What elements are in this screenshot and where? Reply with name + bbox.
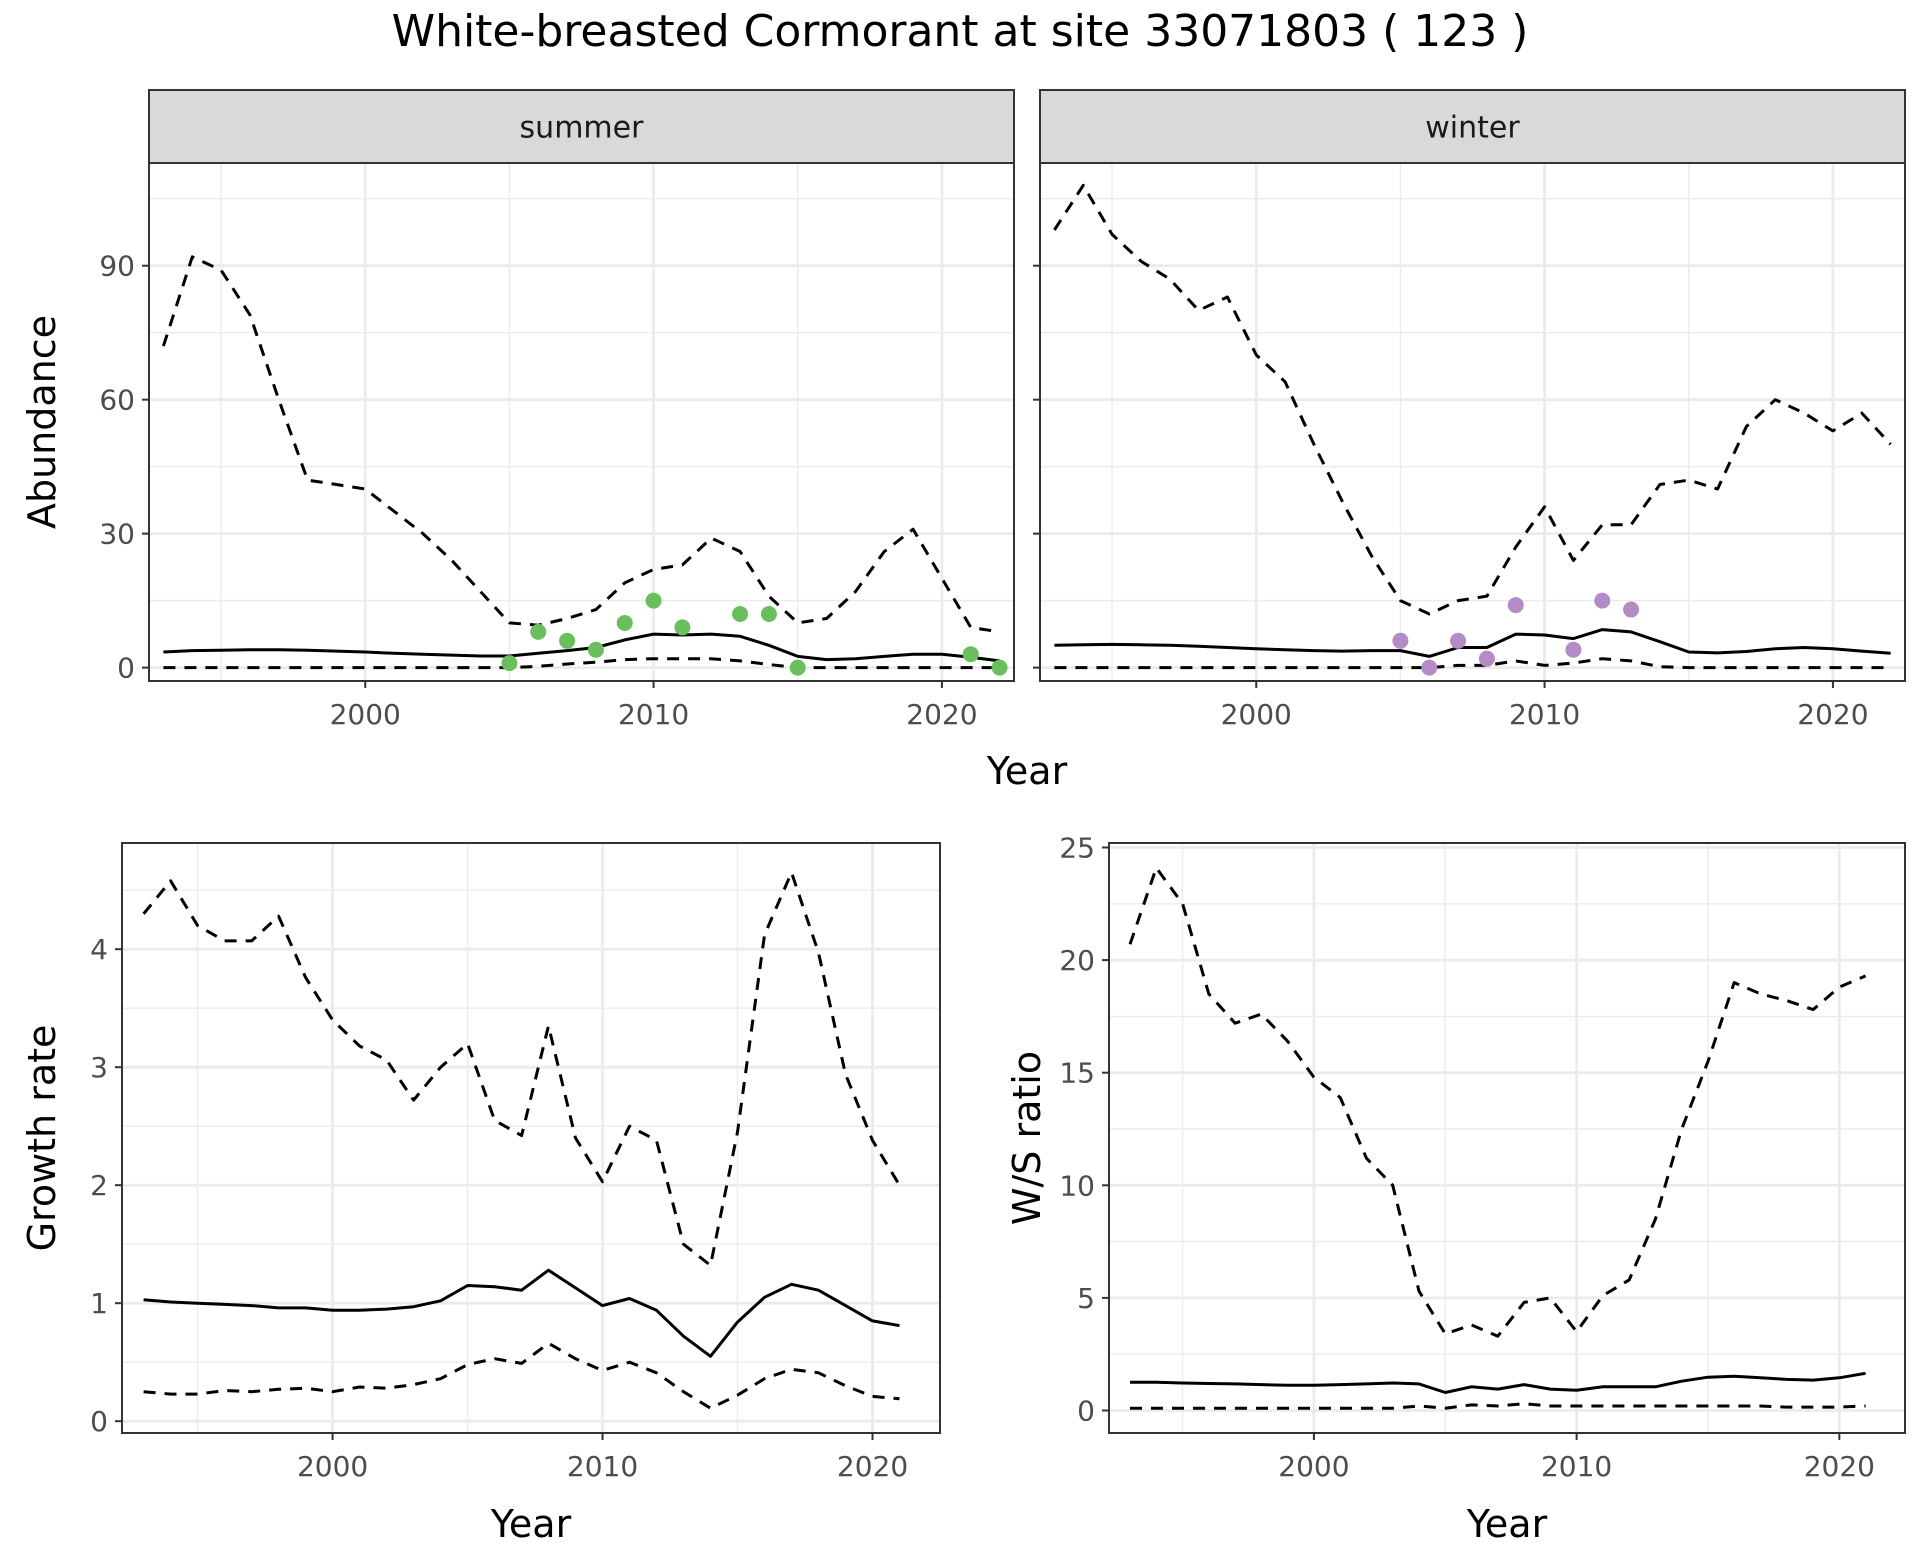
y-axis-title-ratio: W/S ratio [1005,1051,1049,1225]
series-line-upper [1053,183,1892,616]
observation-point [587,641,604,658]
observation-point [732,606,749,623]
series-line-upper [1128,866,1867,1338]
gridlines [1109,843,1905,1433]
panel-background [122,843,940,1433]
x-tick-label: 2020 [1804,1450,1875,1483]
panel-background [1040,163,1905,681]
y-tick-label: 15 [1059,1057,1095,1090]
y-tick-label: 1 [90,1287,108,1320]
observation-point [645,592,662,609]
gridlines [122,843,940,1433]
facet-strip [148,89,1015,164]
panel-border [121,842,941,1434]
y-tick-label: 5 [1077,1282,1095,1315]
series-line-estimate [143,1268,900,1358]
x-tick-label: 2000 [1278,1450,1349,1483]
y-tick-label: 0 [90,1405,108,1438]
y-axis-title-abundance: Abundance [20,315,64,529]
observation-point [962,646,979,663]
x-tick-label: 2000 [330,698,401,731]
series-line-upper [142,871,901,1267]
observation-point [991,659,1008,676]
y-tick-label: 60 [99,384,135,417]
y-tick-label: 25 [1059,832,1095,865]
facet-strip [1039,89,1906,164]
panel-ratio: 2000 2010 2020 0 5 10 15 20 25 [1059,832,1906,1483]
panel-background [1109,843,1905,1433]
gridlines [1040,163,1905,681]
observation-point [1565,641,1582,658]
y-tick-label: 30 [99,518,135,551]
x-tick-label: 2000 [297,1450,368,1483]
panel-growth: 2000 2010 2020 0 1 2 3 4 [90,842,941,1483]
x-tick-label: 2010 [1541,1450,1612,1483]
observation-point [559,632,576,649]
observation-point [1421,659,1438,676]
x-axis-title-growth: Year [490,1502,572,1546]
y-tick-label: 20 [1059,944,1095,977]
x-tick-label: 2020 [1797,698,1868,731]
observation-point [1507,597,1524,614]
x-axis-title-top: Year [986,749,1068,793]
series-line-estimate [1130,1371,1866,1394]
y-axis-title-growth: Growth rate [20,1025,64,1252]
series-line-lower [163,657,1000,670]
series-line-lower [1130,1402,1866,1410]
panel-border [1108,842,1906,1434]
observation-point [789,659,806,676]
observation-point [616,614,633,631]
y-tick-label: 0 [117,652,135,685]
y-tick-label: 10 [1059,1169,1095,1202]
observation-point [1392,632,1409,649]
figure-title: White-breasted Cormorant at site 3307180… [391,6,1529,57]
series-line-lower [1054,657,1891,670]
observation-point [760,606,777,623]
panel-background [149,163,1014,681]
y-tick-label: 90 [99,250,135,283]
facet-label-winter: winter [1425,111,1520,146]
x-tick-label: 2020 [837,1450,908,1483]
series-line-estimate [1054,628,1891,658]
y-tick-label: 0 [1077,1394,1095,1427]
y-tick-label: 3 [90,1051,108,1084]
observation-point [1450,632,1467,649]
observation-point [674,619,691,636]
series-line-upper [161,255,1000,634]
x-axis-title-ratio: Year [1466,1502,1548,1546]
x-tick-label: 2010 [567,1450,638,1483]
facet-label-summer: summer [520,111,645,146]
x-tick-label: 2000 [1221,698,1292,731]
panel-winter: winter 2000 2010 2020 [1033,89,1906,731]
observation-point [1623,601,1640,618]
y-tick-label: 4 [90,933,108,966]
y-tick-label: 2 [90,1169,108,1202]
panel-summer: summer 2000 2010 2020 0 30 60 90 [99,89,1015,731]
series-line-estimate [163,632,1000,663]
observation-point [1478,650,1495,667]
observation-point [501,655,518,672]
observation-point [530,623,547,640]
x-tick-label: 2010 [1509,698,1580,731]
observation-point [1594,592,1611,609]
x-tick-label: 2020 [906,698,977,731]
series-line-lower [143,1341,900,1410]
x-tick-label: 2010 [618,698,689,731]
